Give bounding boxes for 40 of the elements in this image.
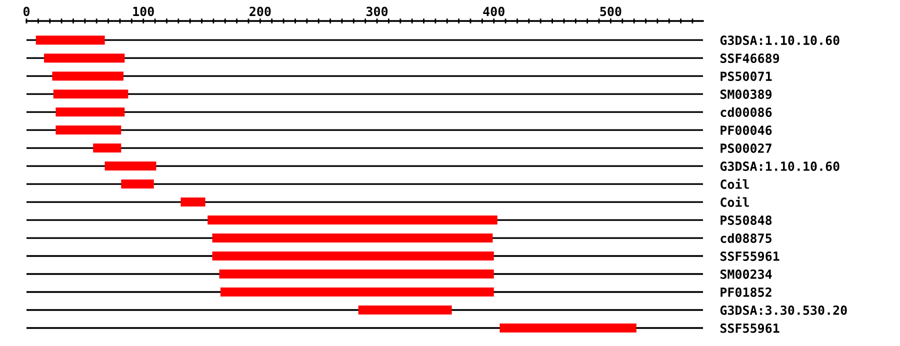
y-tick-label: PS50071	[720, 72, 772, 81]
y-tick-label: G3DSA:3.30.530.20	[720, 305, 847, 315]
bar	[36, 36, 105, 45]
bar	[44, 54, 125, 63]
y-tick-label: cd00086	[720, 107, 772, 117]
bar	[93, 144, 122, 153]
x-tick-label: 500	[600, 6, 622, 16]
y-tick-label: SM00389	[720, 90, 772, 100]
y-tick-label: SSF55961	[720, 251, 780, 262]
y-tick-label: G3DSA:1.10.10.60	[720, 162, 840, 171]
bar	[56, 126, 122, 135]
bar	[500, 324, 636, 332]
y-tick-label: PS00027	[720, 144, 772, 153]
x-tick-label: 100	[133, 6, 154, 16]
y-tick-label: PF00046	[720, 126, 772, 135]
x-tick-label: 0	[23, 6, 30, 16]
bar	[212, 252, 494, 261]
bar	[180, 198, 206, 207]
y-tick-label: G3DSA:1.10.10.60	[720, 36, 840, 46]
bar	[219, 270, 494, 279]
y-tick-label: cd08875	[720, 233, 772, 243]
bar	[220, 288, 494, 297]
y-tick-label: PF01852	[720, 287, 772, 297]
bar	[56, 108, 125, 117]
bar	[104, 162, 156, 171]
y-tick-label: PS50848	[720, 216, 772, 225]
y-tick-label: SM00234	[720, 269, 772, 279]
bar	[358, 306, 452, 315]
x-tick-label: 400	[483, 6, 504, 16]
bar	[52, 72, 124, 81]
y-tick-label: Coil	[720, 196, 749, 207]
y-tick-label: SSF46689	[720, 54, 780, 64]
x-tick-label: 300	[366, 6, 388, 16]
y-tick-label: SSF55961	[720, 323, 780, 333]
x-tick-label: 200	[250, 6, 271, 16]
bar	[121, 180, 154, 189]
bar	[212, 234, 493, 243]
y-tick-label: Coil	[720, 178, 749, 189]
bar	[53, 90, 128, 99]
bar	[208, 216, 498, 225]
